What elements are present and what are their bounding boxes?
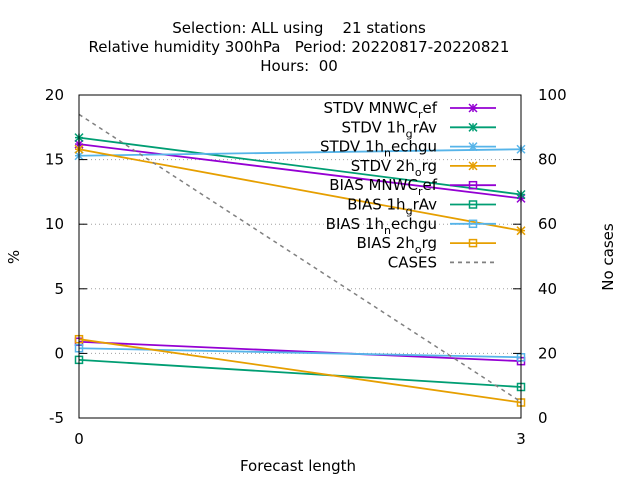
y-tick-label: -5 xyxy=(49,409,64,427)
series-layer xyxy=(74,113,526,407)
legend-marker xyxy=(468,238,478,248)
legend-marker xyxy=(468,103,478,113)
legend-item: STDV 1hnechgu xyxy=(320,138,496,160)
y-tick-label: 0 xyxy=(54,344,64,362)
legend-marker xyxy=(468,161,478,171)
legend-marker xyxy=(468,142,478,152)
series-8 xyxy=(78,113,522,403)
series-line xyxy=(78,136,522,196)
grid xyxy=(79,159,521,354)
legend-label: STDV 1hgrAv xyxy=(342,118,438,140)
y-tick-label: 5 xyxy=(54,280,64,298)
title-line-3: Hours: 00 xyxy=(260,57,338,75)
legend-label: STDV MNWCref xyxy=(323,99,437,121)
legend-marker xyxy=(468,219,478,229)
series-5 xyxy=(74,355,526,392)
legend-label: STDV 2horg xyxy=(351,157,437,179)
y2-tick-label: 100 xyxy=(538,86,567,104)
series-line xyxy=(78,358,522,388)
y2-tick-label: 80 xyxy=(538,151,557,169)
legend-label: BIAS MNWCref xyxy=(329,176,437,198)
legend-item: STDV 2horg xyxy=(351,157,496,179)
series-line xyxy=(78,338,522,404)
series-line xyxy=(78,143,522,200)
y2-tick-label: 40 xyxy=(538,280,557,298)
series-line xyxy=(78,148,522,157)
y2-tick-label: 0 xyxy=(538,409,548,427)
legend-marker xyxy=(468,180,478,190)
legend-item: BIAS 1hnechgu xyxy=(326,215,496,237)
legend-label: BIAS 2horg xyxy=(357,234,438,256)
chart-title: Selection: ALL using 21 stations Relativ… xyxy=(89,19,510,75)
x-tick-label: 0 xyxy=(74,430,84,448)
y2-tick-label: 20 xyxy=(538,344,557,362)
title-line-2: Relative humidity 300hPa Period: 2022081… xyxy=(89,38,510,56)
series-line xyxy=(78,340,522,363)
legend-item: CASES xyxy=(388,253,496,271)
legend-label: BIAS 1hnechgu xyxy=(326,215,437,237)
legend-label: CASES xyxy=(388,253,437,271)
x-tick-label: 3 xyxy=(516,430,526,448)
plot-frame xyxy=(78,94,522,419)
y-tick-label: 20 xyxy=(45,86,64,104)
legend-label: BIAS 1hgrAv xyxy=(347,196,437,218)
y-tick-label: 10 xyxy=(45,215,64,233)
legend-marker xyxy=(468,200,478,209)
series-line xyxy=(78,113,522,403)
legend-marker xyxy=(468,122,478,132)
y2-tick-label: 60 xyxy=(538,215,557,233)
title-line-1: Selection: ALL using 21 stations xyxy=(172,19,426,37)
legend-item: BIAS 2horg xyxy=(357,234,496,256)
y-axis-label: % xyxy=(5,250,23,264)
legend-label: STDV 1hnechgu xyxy=(320,138,437,160)
x-axis-label: Forecast length xyxy=(240,457,356,475)
legend-item: STDV MNWCref xyxy=(323,99,496,121)
y2-axis-label: No cases xyxy=(599,223,617,291)
legend-item: BIAS 1hgrAv xyxy=(347,196,496,218)
y-tick-label: 15 xyxy=(45,151,64,169)
legend-item: STDV 1hgrAv xyxy=(342,118,496,140)
legend-item: BIAS MNWCref xyxy=(329,176,496,198)
series-7 xyxy=(74,334,526,407)
